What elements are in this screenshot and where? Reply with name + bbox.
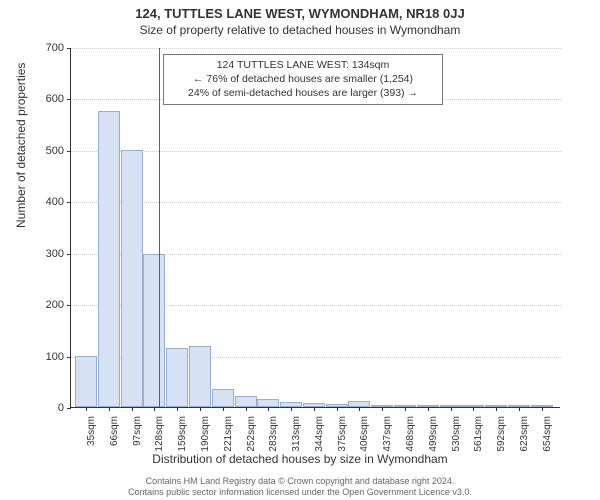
ytick-mark xyxy=(67,357,71,358)
xtick-mark xyxy=(200,407,201,411)
xtick-label: 561sqm xyxy=(473,416,484,456)
histogram-bar xyxy=(189,346,211,407)
xtick-mark xyxy=(314,407,315,411)
ytick-mark xyxy=(67,151,71,152)
ytick-label: 0 xyxy=(24,402,64,414)
gridline xyxy=(71,48,561,49)
xtick-mark xyxy=(223,407,224,411)
ytick-mark xyxy=(67,202,71,203)
xtick-mark xyxy=(132,407,133,411)
xtick-label: 468sqm xyxy=(405,416,416,456)
chart-title-main: 124, TUTTLES LANE WEST, WYMONDHAM, NR18 … xyxy=(0,0,600,21)
xtick-mark xyxy=(177,407,178,411)
footer-attribution: Contains HM Land Registry data © Crown c… xyxy=(0,476,600,499)
xtick-mark xyxy=(542,407,543,411)
histogram-bar xyxy=(212,389,234,407)
ytick-label: 700 xyxy=(24,42,64,54)
xtick-label: 344sqm xyxy=(314,416,325,456)
annotation-line-2: ← 76% of detached houses are smaller (1,… xyxy=(170,72,436,86)
chart-title-sub: Size of property relative to detached ho… xyxy=(0,21,600,37)
histogram-bar xyxy=(166,348,188,407)
xtick-mark xyxy=(337,407,338,411)
xtick-mark xyxy=(382,407,383,411)
ytick-mark xyxy=(67,305,71,306)
xtick-label: 221sqm xyxy=(223,416,234,456)
xtick-mark xyxy=(451,407,452,411)
annotation-box: 124 TUTTLES LANE WEST: 134sqm ← 76% of d… xyxy=(163,54,443,105)
xtick-mark xyxy=(473,407,474,411)
ytick-label: 600 xyxy=(24,93,64,105)
ytick-label: 500 xyxy=(24,145,64,157)
chart-area: 010020030040050060070035sqm66sqm97sqm128… xyxy=(70,48,560,408)
footer-line-1: Contains HM Land Registry data © Crown c… xyxy=(0,476,600,487)
xtick-mark xyxy=(291,407,292,411)
footer-line-2: Contains public sector information licen… xyxy=(0,487,600,498)
xtick-label: 252sqm xyxy=(246,416,257,456)
xtick-mark xyxy=(405,407,406,411)
xtick-label: 530sqm xyxy=(451,416,462,456)
ytick-label: 300 xyxy=(24,248,64,260)
ytick-label: 400 xyxy=(24,196,64,208)
xtick-label: 190sqm xyxy=(200,416,211,456)
ytick-label: 200 xyxy=(24,299,64,311)
xtick-mark xyxy=(359,407,360,411)
xtick-label: 159sqm xyxy=(177,416,188,456)
histogram-bar xyxy=(121,150,143,407)
histogram-bar xyxy=(143,254,165,407)
xtick-label: 499sqm xyxy=(428,416,439,456)
marker-line xyxy=(159,48,160,407)
gridline xyxy=(71,202,561,203)
annotation-line-1: 124 TUTTLES LANE WEST: 134sqm xyxy=(170,58,436,72)
xtick-mark xyxy=(86,407,87,411)
xtick-mark xyxy=(428,407,429,411)
xtick-label: 283sqm xyxy=(268,416,279,456)
ytick-mark xyxy=(67,48,71,49)
histogram-bar xyxy=(75,356,97,407)
xtick-label: 437sqm xyxy=(382,416,393,456)
xtick-label: 313sqm xyxy=(291,416,302,456)
xtick-label: 66sqm xyxy=(109,416,120,456)
xtick-mark xyxy=(109,407,110,411)
ytick-label: 100 xyxy=(24,351,64,363)
xtick-label: 654sqm xyxy=(542,416,553,456)
x-axis-label: Distribution of detached houses by size … xyxy=(0,452,600,466)
xtick-label: 97sqm xyxy=(132,416,143,456)
xtick-label: 623sqm xyxy=(519,416,530,456)
ytick-mark xyxy=(67,254,71,255)
histogram-bar xyxy=(235,396,257,407)
xtick-mark xyxy=(519,407,520,411)
xtick-mark xyxy=(154,407,155,411)
xtick-mark xyxy=(496,407,497,411)
histogram-bar xyxy=(98,111,120,407)
xtick-label: 35sqm xyxy=(86,416,97,456)
annotation-line-3: 24% of semi-detached houses are larger (… xyxy=(170,86,436,100)
histogram-bar xyxy=(257,399,279,407)
xtick-label: 592sqm xyxy=(496,416,507,456)
xtick-label: 375sqm xyxy=(337,416,348,456)
xtick-label: 406sqm xyxy=(359,416,370,456)
xtick-mark xyxy=(246,407,247,411)
xtick-label: 128sqm xyxy=(154,416,165,456)
xtick-mark xyxy=(268,407,269,411)
ytick-mark xyxy=(67,408,71,409)
gridline xyxy=(71,151,561,152)
ytick-mark xyxy=(67,99,71,100)
